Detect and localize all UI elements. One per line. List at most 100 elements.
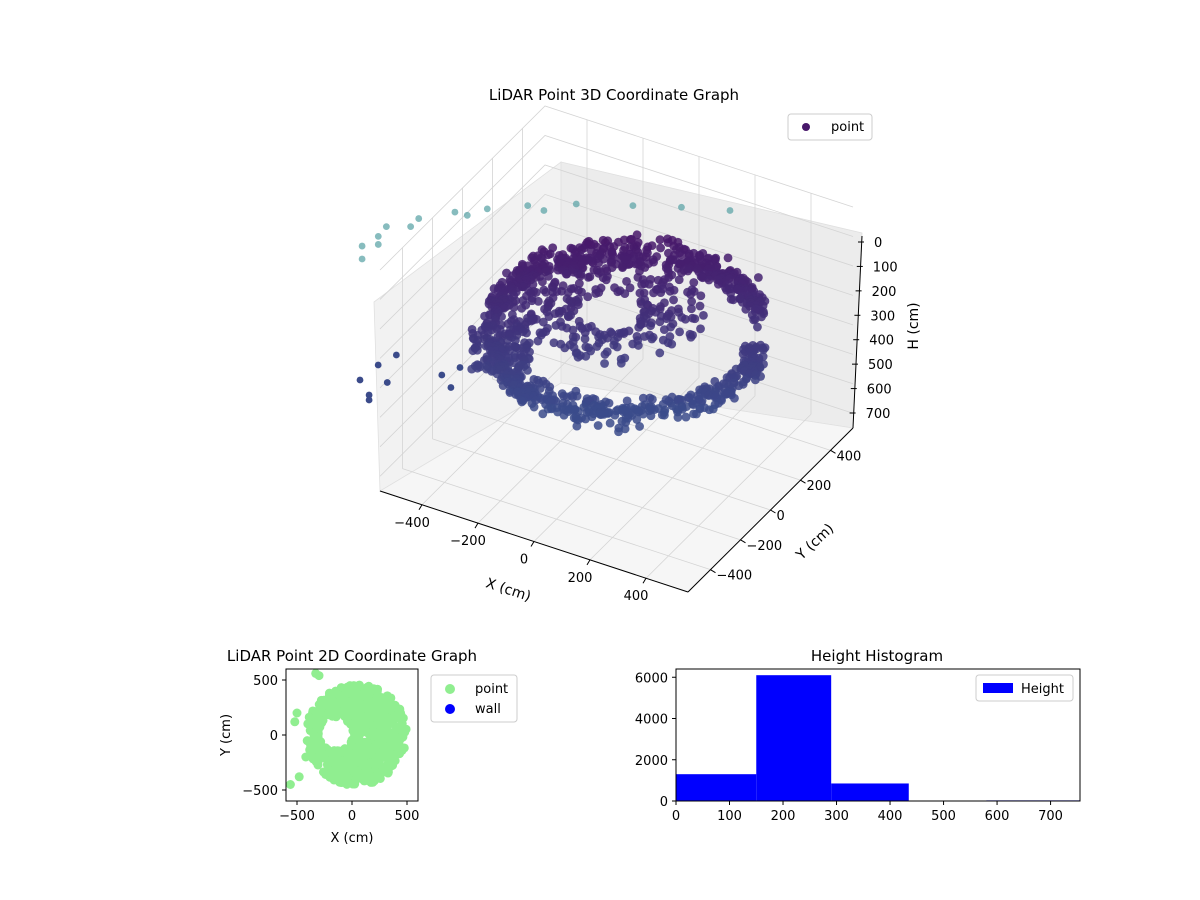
series-point-2d (286, 669, 411, 789)
x-tick-label-histogram: 0 (672, 809, 680, 824)
data-point-3d (675, 327, 685, 337)
chart-2d: LiDAR Point 2D Coordinate Graph −500 0 500… (219, 647, 518, 846)
x-tick-label-2d: 0 (348, 809, 356, 824)
data-point-3d (753, 273, 763, 282)
y-tick-label-histogram: 6000 (635, 671, 668, 686)
plot-area-histogram (675, 668, 1081, 802)
data-point-2d (348, 779, 358, 789)
data-point-3d (704, 275, 714, 285)
data-point-3d (513, 343, 523, 353)
data-point-3d (677, 268, 686, 278)
x-axis-label-3d: X (cm) (484, 575, 533, 605)
x-tick-3d (418, 504, 423, 511)
data-point-3d (673, 413, 683, 422)
chart-3d-title: LiDAR Point 3D Coordinate Graph (489, 86, 739, 104)
data-point-3d (600, 350, 610, 359)
data-point-2d (378, 721, 388, 731)
data-point-3d (723, 253, 733, 263)
data-point-3d (594, 258, 604, 268)
data-point-3d (656, 243, 665, 253)
data-point-3d (686, 332, 696, 342)
data-point-3d (517, 303, 527, 313)
data-point-3d (560, 343, 570, 353)
data-point-3d (699, 310, 708, 320)
data-point-3d (656, 288, 666, 298)
data-point-3d (704, 405, 714, 415)
data-point-3d (677, 250, 687, 260)
data-point-3d (688, 400, 698, 409)
legend-2d-marker-wall (445, 704, 455, 714)
histogram-bar (831, 783, 909, 801)
data-point-2d (391, 737, 401, 747)
x-tick-label-3d: −400 (394, 516, 430, 531)
data-point-2d (362, 749, 372, 759)
data-point-3d (726, 207, 734, 214)
data-point-2d (332, 770, 342, 780)
data-point-3d (527, 296, 537, 306)
data-point-3d (625, 283, 635, 293)
ticks-2d: −500 0 500 500 0 −500 (242, 674, 419, 824)
z-axis-label-3d: H (cm) (906, 302, 922, 349)
y-tick-3d (830, 449, 836, 454)
data-point-2d (373, 700, 383, 710)
data-point-3d (637, 280, 647, 289)
data-point-3d (356, 376, 364, 384)
data-point-3d (559, 410, 569, 420)
data-point-2d (372, 687, 382, 697)
data-point-2d (354, 713, 364, 723)
data-point-3d (564, 312, 573, 322)
x-tick-label-histogram: 700 (1038, 809, 1063, 824)
x-tick-label-3d: 200 (568, 571, 593, 586)
data-point-3d (622, 396, 632, 406)
data-point-2d (358, 722, 368, 732)
data-point-3d (649, 288, 658, 298)
data-point-3d (689, 278, 699, 287)
legend-histogram-frame (975, 674, 1074, 702)
data-point-3d (646, 321, 655, 331)
y-tick-3d (770, 509, 776, 514)
data-point-2d (314, 700, 324, 710)
data-point-3d (580, 328, 590, 337)
data-point-3d (572, 421, 582, 431)
z-tick-label-3d: 400 (869, 334, 894, 349)
data-point-2d (383, 754, 393, 764)
data-point-3d (483, 205, 491, 213)
chart-3d: LiDAR Point 3D Coordinate Graph −400 −200… (356, 86, 922, 605)
data-point-3d (695, 301, 705, 311)
z-tick-label-3d: 300 (870, 309, 895, 324)
data-point-3d (528, 280, 538, 289)
data-point-3d (583, 272, 593, 282)
data-point-3d (581, 414, 590, 424)
data-point-3d (635, 288, 645, 298)
data-point-2d (314, 706, 324, 716)
data-point-3d (517, 397, 527, 407)
series-point-3d (356, 200, 770, 437)
y-tick-label-3d: 0 (777, 509, 785, 524)
x-axis-label-2d: X (cm) (331, 831, 374, 846)
data-point-3d (509, 302, 519, 312)
grid-line-y (402, 468, 711, 571)
data-point-2d (318, 752, 328, 762)
data-point-3d (690, 314, 700, 324)
data-point-3d (447, 384, 455, 391)
data-point-3d (537, 277, 547, 287)
data-point-3d (573, 352, 583, 362)
x-tick-label-3d: 400 (624, 589, 649, 604)
data-point-3d (728, 295, 738, 305)
data-point-2d (306, 740, 316, 750)
data-point-2d (312, 713, 322, 723)
data-point-2d (360, 772, 370, 782)
data-point-3d (538, 317, 548, 327)
data-point-3d (365, 391, 373, 399)
data-point-3d (620, 289, 630, 298)
data-point-2d (326, 693, 336, 703)
data-point-3d (730, 393, 739, 403)
data-point-3d (549, 338, 559, 348)
x-tick-label-histogram: 200 (771, 809, 796, 824)
legend-histogram-marker (983, 683, 1013, 693)
data-point-2d (301, 752, 311, 762)
data-point-3d (382, 223, 390, 231)
data-point-3d (618, 263, 627, 273)
chart-histogram: Height Histogram 0 100 200 300 400 500 600 7000… (635, 647, 1081, 824)
